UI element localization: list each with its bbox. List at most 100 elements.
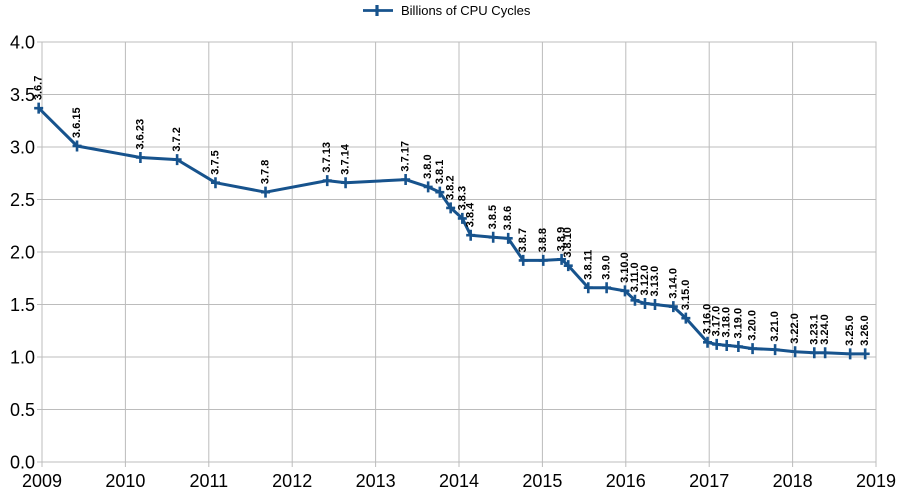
point-marker	[563, 260, 573, 272]
point-label: 3.8.10	[562, 227, 574, 258]
point-marker	[466, 229, 476, 241]
point-marker	[630, 294, 640, 306]
point-label: 3.11.0	[629, 262, 641, 292]
point-label: 3.8.4	[465, 202, 477, 227]
point-label: 3.7.8	[260, 160, 272, 184]
y-tick-label: 2.5	[10, 190, 35, 210]
point-label: 3.7.5	[209, 150, 221, 174]
point-label: 3.24.0	[819, 314, 831, 345]
y-tick-label: 1.5	[10, 295, 35, 315]
point-label: 3.19.0	[732, 308, 744, 339]
point-marker	[488, 231, 498, 243]
point-label: 3.8.6	[502, 206, 514, 230]
point-label: 3.26.0	[859, 315, 871, 346]
point-marker	[538, 254, 548, 266]
point-label: 3.14.0	[667, 268, 679, 299]
point-marker	[602, 282, 612, 294]
point-marker	[845, 348, 855, 360]
point-label: 3.7.13	[321, 142, 333, 173]
x-tick-label: 2018	[773, 471, 813, 491]
x-tick-label: 2017	[689, 471, 729, 491]
point-label: 3.9.0	[601, 255, 613, 279]
point-marker	[322, 175, 332, 187]
point-marker	[583, 282, 593, 294]
point-marker	[820, 347, 830, 359]
point-label: 3.7.14	[340, 143, 352, 174]
point-label: 3.15.0	[680, 280, 692, 311]
point-label: 3.8.3	[456, 186, 468, 210]
point-marker	[722, 339, 732, 351]
point-marker	[341, 177, 351, 189]
point-marker	[703, 336, 713, 348]
point-label: 3.6.7	[33, 76, 45, 100]
point-label: 3.7.2	[171, 127, 183, 151]
point-marker	[423, 181, 433, 193]
point-label: 3.13.0	[649, 266, 661, 297]
point-marker	[557, 253, 567, 265]
point-marker	[770, 344, 780, 356]
point-marker	[34, 102, 44, 114]
point-label: 3.6.23	[134, 119, 146, 150]
point-marker	[748, 343, 758, 355]
chart-legend: Billions of CPU Cycles	[362, 3, 530, 18]
point-label: 3.8.9	[556, 227, 568, 251]
y-tick-label: 2.0	[10, 242, 35, 262]
point-label: 3.8.8	[537, 228, 549, 252]
x-tick-label: 2011	[189, 471, 228, 491]
legend-label: Billions of CPU Cycles	[401, 3, 531, 18]
y-tick-label: 3.5	[10, 85, 35, 105]
point-label: 3.20.0	[747, 310, 759, 341]
x-tick-label: 2019	[856, 471, 896, 491]
point-marker	[457, 212, 467, 224]
point-marker	[503, 232, 513, 244]
point-marker	[261, 186, 271, 198]
y-tick-label: 0.0	[10, 452, 35, 472]
x-tick-label: 2012	[272, 471, 312, 491]
point-marker	[712, 338, 722, 350]
point-marker	[640, 297, 650, 309]
plot-border	[41, 41, 877, 463]
point-label: 3.23.1	[808, 314, 820, 345]
x-tick-label: 2016	[606, 471, 646, 491]
x-tick-label: 2009	[22, 471, 62, 491]
x-tick-label: 2014	[439, 471, 479, 491]
point-label: 3.6.15	[71, 107, 83, 138]
point-marker	[681, 312, 691, 324]
point-marker	[790, 346, 800, 358]
point-marker	[650, 299, 660, 310]
point-marker	[668, 301, 678, 313]
point-label: 3.17.0	[711, 306, 723, 337]
point-label: 3.7.17	[400, 141, 412, 172]
point-label: 3.8.7	[517, 228, 529, 252]
point-marker	[210, 177, 220, 189]
point-marker	[446, 202, 456, 214]
point-label: 3.8.2	[445, 175, 457, 199]
point-label: 3.8.1	[434, 160, 446, 184]
y-tick-label: 1.0	[10, 347, 35, 367]
point-label: 3.10.0	[619, 252, 631, 283]
y-tick-label: 3.0	[10, 137, 35, 157]
point-label: 3.12.0	[639, 265, 651, 296]
x-tick-label: 2013	[356, 471, 396, 491]
point-marker	[860, 348, 870, 360]
point-label: 3.21.0	[769, 311, 781, 342]
point-marker	[72, 140, 82, 152]
point-label: 3.25.0	[844, 315, 856, 346]
point-marker	[435, 186, 445, 198]
point-marker	[401, 174, 411, 186]
point-marker	[620, 285, 630, 297]
point-label: 3.22.0	[789, 313, 801, 344]
point-marker	[518, 254, 528, 266]
point-marker	[733, 341, 743, 352]
point-label: 3.8.0	[422, 154, 434, 178]
x-tick-label: 2010	[105, 471, 145, 491]
point-marker	[135, 152, 145, 163]
x-tick-label: 2015	[522, 471, 562, 491]
y-tick-label: 0.5	[10, 400, 35, 420]
legend-line-marker-icon	[363, 5, 393, 16]
point-label: 3.8.11	[582, 250, 594, 280]
point-marker	[172, 154, 182, 166]
point-label: 3.16.0	[702, 304, 714, 335]
